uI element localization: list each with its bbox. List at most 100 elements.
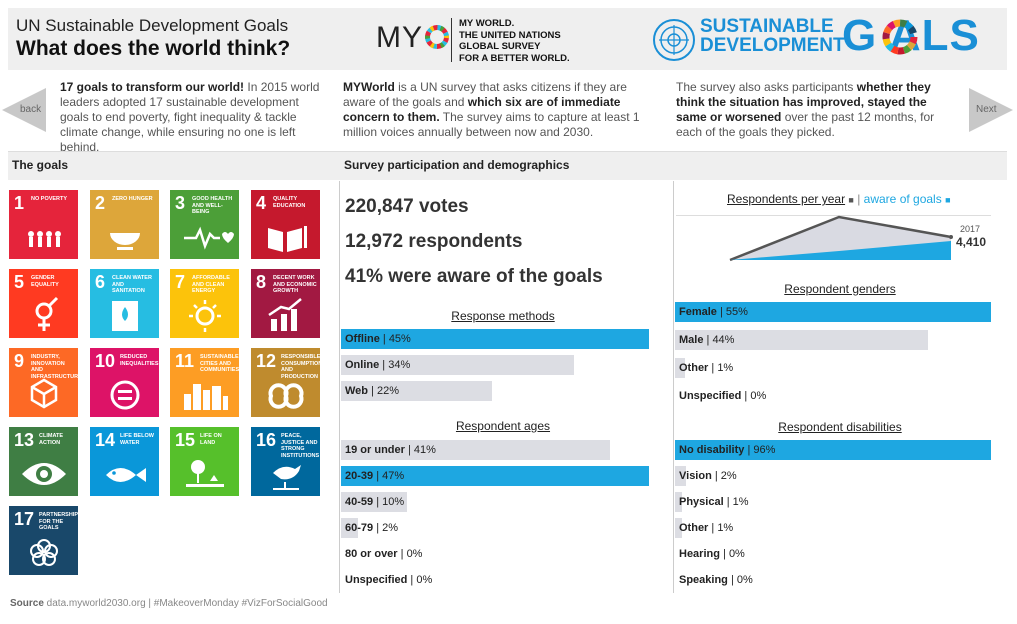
chart-title: Response methods	[451, 309, 555, 323]
next-label: Next	[976, 104, 997, 115]
back-label: back	[20, 104, 42, 115]
bar-label: 20-39 | 47%	[345, 470, 404, 482]
goal-number: 6	[95, 272, 106, 292]
goal-title: Climate action	[39, 433, 64, 446]
sdg-goal-tile[interactable]: 2 Zero hunger	[90, 190, 159, 259]
bar-label: Speaking | 0%	[679, 574, 753, 586]
bar-value: | 0%	[407, 574, 433, 586]
intro-text: over the past 12 months, for each of the…	[676, 110, 935, 139]
sdg-goal-tile[interactable]: 14 Life below water	[90, 427, 159, 496]
chart-title: Respondent genders	[784, 282, 896, 296]
goal-title: Zero hunger	[112, 196, 153, 202]
per-year-axis-line	[676, 215, 991, 216]
bar-label: Physical | 1%	[679, 496, 749, 508]
sdg-goal-tile[interactable]: 12 Responsible consumption and production	[251, 348, 320, 417]
chart-bar	[341, 466, 649, 486]
goal-number: 3	[175, 193, 186, 213]
goal-number: 1	[14, 193, 25, 213]
bar-label: Offline | 45%	[345, 333, 411, 345]
intro-paragraph-trend: The survey also asks participants whethe…	[676, 80, 958, 140]
respondents-line	[729, 215, 952, 262]
goal-1-icon	[28, 231, 61, 247]
goal-3-icon	[184, 226, 234, 250]
goal-4-icon	[268, 226, 307, 252]
bar-value: | 55%	[716, 306, 748, 318]
goal-13-icon	[22, 463, 66, 485]
goal-number: 2	[95, 193, 106, 213]
sdg-goal-tile[interactable]: 7 Affordable and clean energy	[170, 269, 239, 338]
goal-number: 5	[14, 272, 25, 292]
bar-category: Vision	[679, 470, 712, 482]
goal-15-icon	[186, 460, 224, 487]
bar-label: Online | 34%	[345, 359, 410, 371]
bar-value: | 0%	[741, 390, 767, 402]
sdg-goal-tile[interactable]: 1 No poverty	[9, 190, 78, 259]
bar-value: | 47%	[373, 470, 405, 482]
bar-category: Male	[679, 334, 704, 346]
latest-point	[949, 235, 953, 239]
tagline-line: FOR A BETTER WORLD.	[459, 52, 570, 64]
chart-bar	[341, 381, 492, 401]
sdg-logo-text: SUSTAINABLE DEVELOPMENT	[700, 17, 845, 55]
bar-label: 40-59 | 10%	[345, 496, 404, 508]
goal-title: Gender equality	[31, 275, 59, 288]
bar-category: Hearing	[679, 548, 720, 560]
bar-value: | 22%	[368, 385, 400, 397]
intro-text: The survey also asks participants	[676, 80, 857, 94]
bar-value: | 0%	[397, 548, 423, 560]
bar-value: | 45%	[379, 333, 411, 345]
column-divider	[339, 181, 340, 593]
goal-title: Life below water	[120, 433, 154, 446]
goal-9-icon	[30, 378, 58, 409]
bar-label: Unspecified | 0%	[345, 574, 432, 586]
survey-section-title: Survey participation and demographics	[344, 158, 570, 172]
intro-text: is a UN survey that asks citizens if the…	[343, 80, 627, 109]
sdg-goal-tile[interactable]: 5 Gender equality	[9, 269, 78, 338]
goal-12-icon	[268, 383, 304, 409]
chart-bar	[341, 440, 610, 460]
sdg-goal-tile[interactable]: 6 Clean water and sanitation	[90, 269, 159, 338]
sdg-goal-tile[interactable]: 8 Decent work and economic growth	[251, 269, 320, 338]
chart-title: Respondent disabilities	[778, 420, 902, 434]
next-button[interactable]: Next	[969, 88, 1013, 132]
bar-value: | 96%	[744, 444, 776, 456]
sdg-goal-tile[interactable]: 4 Quality education	[251, 190, 320, 259]
next-arrow-icon	[969, 88, 1013, 132]
bar-category: Unspecified	[345, 574, 408, 586]
chart-bar	[675, 518, 682, 538]
chart-bar	[675, 492, 682, 512]
source-label: Source	[10, 598, 44, 609]
sdg-goal-tile[interactable]: 9 Industry, innovation and infrastructure	[9, 348, 78, 417]
bar-value: | 0%	[727, 574, 753, 586]
legend-dark-swatch: ■	[848, 195, 854, 205]
back-button[interactable]: back	[2, 88, 46, 132]
sdg-goal-tile[interactable]: 13 Climate action	[9, 427, 78, 496]
bar-label: 80 or over | 0%	[345, 548, 422, 560]
myworld-ring-icon	[425, 25, 449, 49]
page-subtitle: UN Sustainable Development Goals	[16, 16, 289, 35]
sdg-goal-tile[interactable]: 17 Partnerships for the goals	[9, 506, 78, 575]
goal-title: No poverty	[31, 196, 68, 202]
goal-number: 12	[256, 351, 277, 371]
bar-category: Other	[679, 522, 709, 534]
intro-bold: 17 goals to transform our world!	[60, 80, 245, 94]
bar-category: Online	[345, 359, 380, 371]
aware-area	[730, 241, 951, 260]
goal-16-icon	[273, 465, 301, 490]
bar-category: Web	[345, 385, 369, 397]
votes-stat: 220,847 votes	[345, 196, 469, 217]
sdg-goal-tile[interactable]: 3 Good health and well-being	[170, 190, 239, 259]
sdg-goal-tile[interactable]: 10 Reduced inequalities	[90, 348, 159, 417]
goal-2-icon	[110, 233, 140, 250]
bar-category: Offline	[345, 333, 380, 345]
myworld-logo: MY	[376, 23, 450, 53]
bar-label: Hearing | 0%	[679, 548, 745, 560]
chart-bar	[341, 518, 358, 538]
bar-label: 60-79 | 2%	[345, 522, 398, 534]
sdg-goal-tile[interactable]: 15 Life on land	[170, 427, 239, 496]
sdg-goal-tile[interactable]: 16 Peace, justice and strong institutions	[251, 427, 320, 496]
aware-stat: 41% were aware of the goals	[345, 266, 603, 287]
goal-number: 10	[95, 351, 116, 371]
sdg-goal-tile[interactable]: 11 Sustainable cities and communities	[170, 348, 239, 417]
goal-number: 15	[175, 430, 196, 450]
